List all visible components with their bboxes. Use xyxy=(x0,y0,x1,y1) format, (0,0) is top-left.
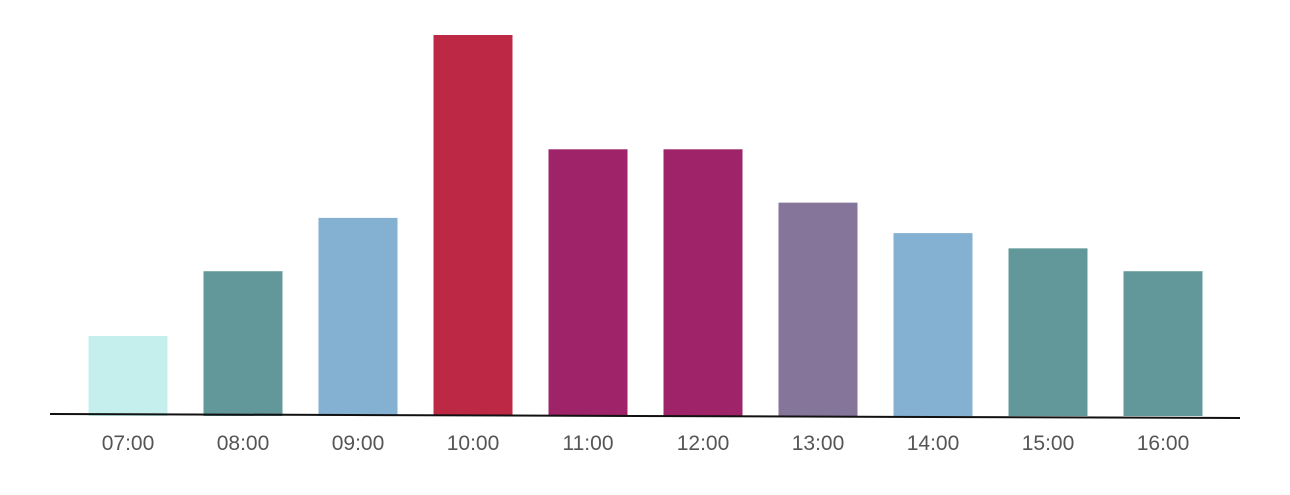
bar-1600 xyxy=(1123,271,1203,416)
bar-1000 xyxy=(433,35,513,416)
x-tick-label: 12:00 xyxy=(677,432,730,455)
x-tick-label: 11:00 xyxy=(563,432,614,455)
x-tick-labels: 07:00 08:00 09:00 10:00 11:00 12:00 13:00 14:00… xyxy=(102,432,1190,455)
x-axis-line xyxy=(49,413,1241,419)
x-tick-label: 15:00 xyxy=(1022,432,1075,455)
x-tick-label: 10:00 xyxy=(447,432,500,455)
bar-1400 xyxy=(893,233,973,416)
bar-1100 xyxy=(548,149,628,417)
x-tick-label: 09:00 xyxy=(332,432,385,455)
bar-0900 xyxy=(318,217,398,416)
x-tick-label: 07:00 xyxy=(102,432,155,455)
bar-1200 xyxy=(663,149,743,417)
bar-0800 xyxy=(203,271,283,416)
x-tick-label: 13:00 xyxy=(792,432,845,455)
x-tick-label: 14:00 xyxy=(907,432,960,455)
bars xyxy=(88,35,1203,417)
bar-1300 xyxy=(778,202,858,416)
bar-0700 xyxy=(88,335,168,416)
bar-1500 xyxy=(1008,248,1088,416)
x-tick-label: 08:00 xyxy=(217,432,270,455)
x-tick-label: 16:00 xyxy=(1137,432,1190,455)
